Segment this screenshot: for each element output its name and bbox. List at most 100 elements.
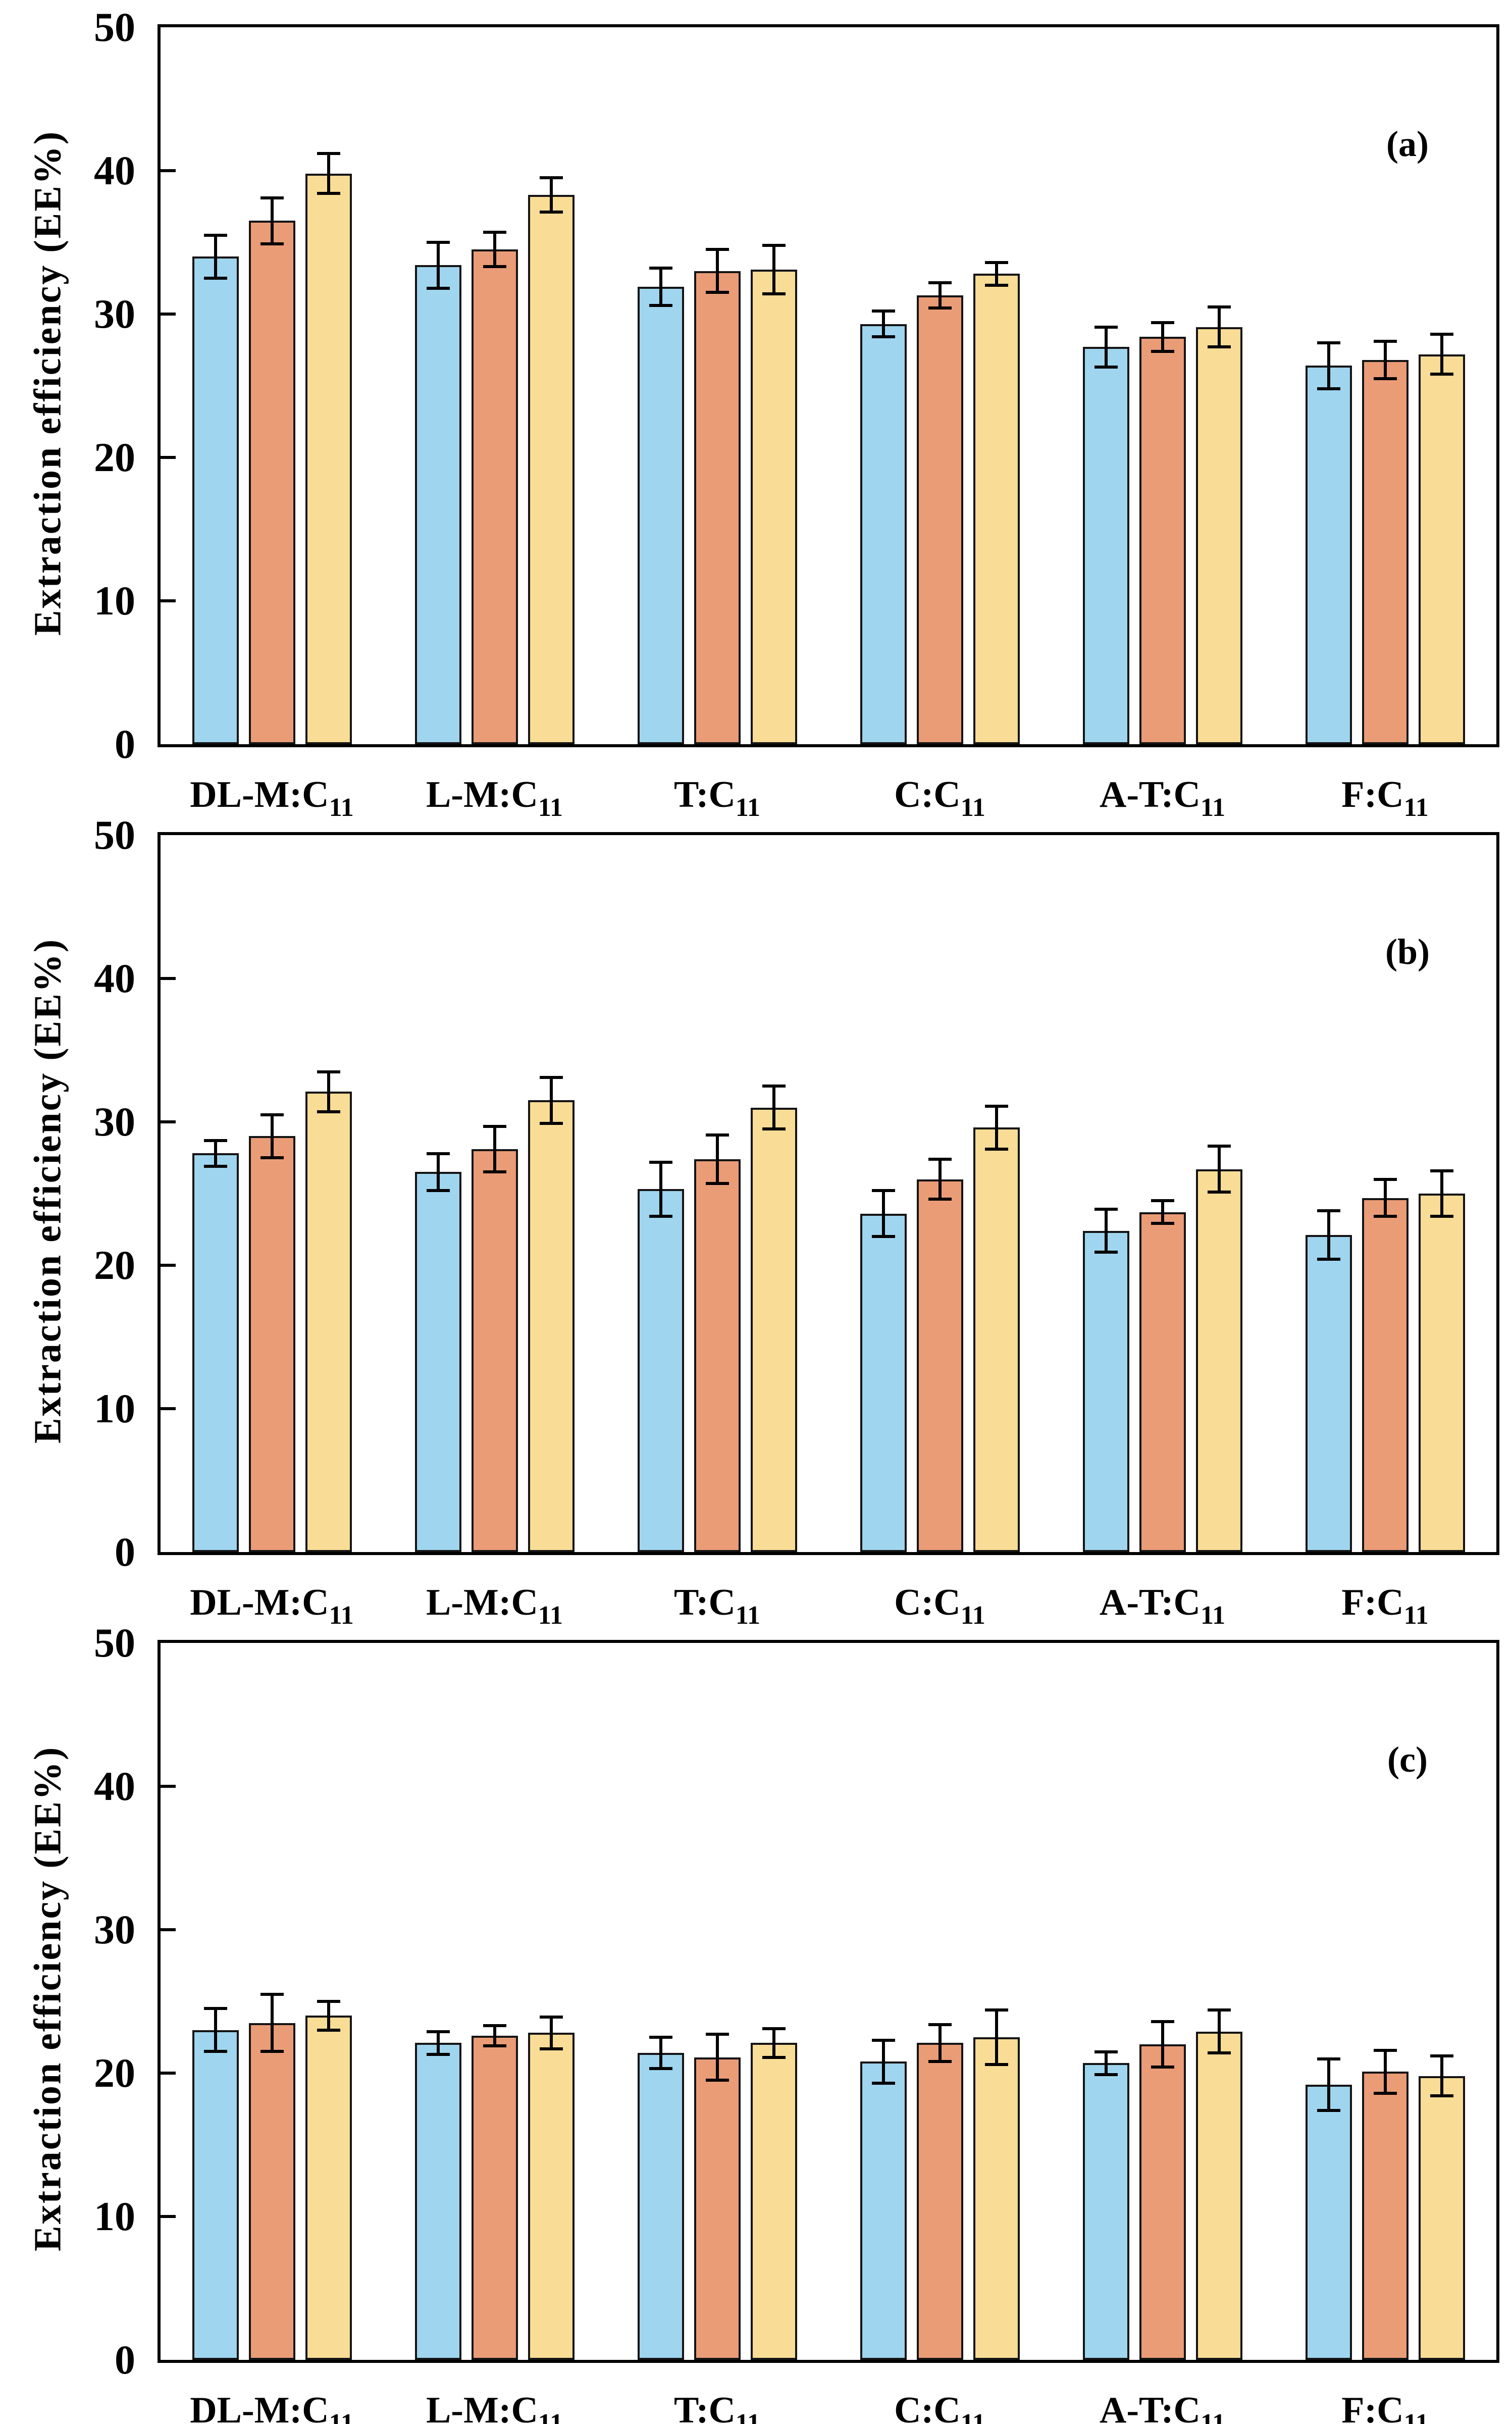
error-bar <box>705 2033 729 2082</box>
bar-yellow <box>305 1092 352 1552</box>
error-bar <box>1151 2020 1174 2069</box>
panel-label-c: (c) <box>1387 1739 1428 1780</box>
bar-blue <box>192 256 239 744</box>
error-bar <box>762 1085 786 1131</box>
bar-blue <box>414 2043 461 2360</box>
category-label-base: L-M:C <box>426 774 538 815</box>
error-bar <box>871 1189 895 1239</box>
error-bar <box>871 2038 895 2085</box>
category-label-base: T:C <box>673 774 736 815</box>
bar-blue <box>637 2053 684 2360</box>
category-label-subscript: 11 <box>1200 793 1226 822</box>
category-label-base: F:C <box>1341 774 1404 815</box>
error-bar <box>649 2036 672 2071</box>
bar-orange <box>916 1179 963 1552</box>
category-label-subscript: 11 <box>735 1601 761 1630</box>
y-tick-label: 30 <box>94 291 135 337</box>
bar-yellow <box>1418 354 1465 744</box>
error-bar <box>762 2027 786 2059</box>
category-label-base: A-T:C <box>1099 774 1201 815</box>
bar-yellow <box>305 2016 352 2360</box>
plot-area-b: (b) 0 10 20 30 40 50 DL-M:C11 L-M:C11 T:C11 C:C11… <box>94 814 1499 1630</box>
category-label-base: L-M:C <box>426 1582 538 1623</box>
error-bar <box>539 1076 563 1125</box>
category-label-base: F:C <box>1341 2390 1404 2424</box>
category-label: A-T:C11 <box>1051 2389 1274 2424</box>
error-bar <box>984 261 1008 287</box>
bar-orange <box>248 2023 295 2360</box>
y-axis-title: Extraction efficiency (EE%) <box>26 1745 69 2251</box>
category-label: DL-M:C11 <box>161 2389 383 2424</box>
bar-yellow <box>528 1100 575 1552</box>
error-bar <box>426 1152 450 1193</box>
bar-yellow <box>750 269 797 744</box>
y-tick-label: 0 <box>115 2337 135 2383</box>
category-label: L-M:C11 <box>383 1581 606 1630</box>
error-bar <box>317 152 340 195</box>
error-bar <box>762 243 786 296</box>
category-label-subscript: 11 <box>329 1601 354 1630</box>
bar-blue <box>192 1153 239 1552</box>
error-bar <box>705 248 729 294</box>
category-label: DL-M:C11 <box>161 773 383 822</box>
error-bar <box>1373 1177 1397 1218</box>
category-label: T:C11 <box>606 2389 828 2424</box>
bar-orange <box>694 271 741 744</box>
category-label-base: C:C <box>894 1582 961 1623</box>
y-tick-label: 30 <box>94 1099 135 1145</box>
error-bar <box>260 1113 284 1159</box>
bar-blue <box>414 1172 461 1552</box>
error-bar <box>203 2007 227 2053</box>
error-bar <box>1430 2054 1453 2098</box>
bar-yellow <box>973 2037 1020 2360</box>
bar-blue <box>1082 1230 1129 1552</box>
y-tick-label: 20 <box>94 434 135 480</box>
y-tick-label: 10 <box>94 1385 135 1431</box>
bar-yellow <box>973 1127 1020 1552</box>
bar-orange <box>248 1136 295 1552</box>
category-label-subscript: 11 <box>1403 2409 1429 2424</box>
y-tick-mark <box>161 2215 176 2218</box>
error-bar <box>1151 321 1174 353</box>
category-label: T:C11 <box>606 1581 828 1630</box>
error-bar <box>539 176 563 214</box>
error-bar <box>1430 332 1453 376</box>
category-label-base: DL-M:C <box>190 774 329 815</box>
panel-c: Extraction efficiency (EE%) (c) 0 10 20 30 4… <box>0 1616 1512 2424</box>
bar-orange <box>471 1149 518 1552</box>
category-label-subscript: 11 <box>735 2409 761 2424</box>
category-label-subscript: 11 <box>1200 2409 1226 2424</box>
category-label-subscript: 11 <box>538 1601 563 1630</box>
error-bar <box>1373 2048 1397 2095</box>
error-bar <box>984 1104 1008 1151</box>
error-bar <box>928 1158 952 1201</box>
panel-b: Extraction efficiency (EE%) (b) 0 10 20 30 4… <box>0 808 1512 1630</box>
category-label-subscript: 11 <box>329 2409 354 2424</box>
bar-orange <box>694 2057 741 2360</box>
bar-orange <box>248 221 295 744</box>
error-bar <box>260 196 284 245</box>
category-label-subscript: 11 <box>1403 1601 1429 1630</box>
error-bar <box>426 2030 450 2056</box>
y-tick-mark <box>161 2072 176 2075</box>
y-tick-label: 50 <box>94 1620 135 1666</box>
category-label-base: F:C <box>1341 1582 1404 1623</box>
error-bar <box>1207 1145 1231 1194</box>
category-label-base: C:C <box>894 2390 961 2424</box>
category-label-subscript: 11 <box>960 2409 985 2424</box>
bar-blue <box>860 2061 907 2360</box>
category-label-base: DL-M:C <box>190 2390 329 2424</box>
error-bar <box>1430 1169 1453 1218</box>
category-label: C:C11 <box>828 1581 1051 1630</box>
y-tick-label: 0 <box>115 721 135 767</box>
panel-label-a: (a) <box>1386 124 1429 164</box>
bar-blue <box>1082 2063 1129 2360</box>
error-bar <box>203 233 227 280</box>
bar-yellow <box>1195 2031 1242 2360</box>
bar-orange <box>1139 2044 1186 2360</box>
error-bar <box>871 310 895 339</box>
y-tick-label: 30 <box>94 1906 135 1952</box>
bar-orange <box>1139 337 1186 744</box>
category-label-subscript: 11 <box>960 793 985 822</box>
error-bar <box>984 2008 1008 2066</box>
